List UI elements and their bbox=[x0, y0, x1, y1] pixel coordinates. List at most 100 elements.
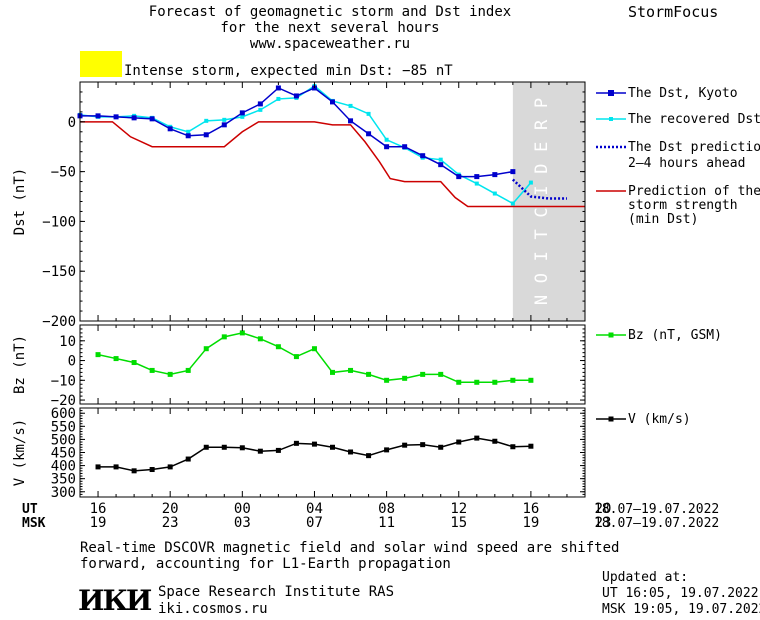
bz-point bbox=[384, 377, 390, 383]
v-y-tick-label: 550 bbox=[51, 419, 76, 435]
prediction-letter: C bbox=[532, 207, 552, 217]
v-point bbox=[456, 439, 462, 445]
msk-tick-label: 19 bbox=[522, 515, 539, 531]
bz-point bbox=[366, 371, 372, 377]
dst-kyoto-point bbox=[402, 144, 408, 150]
v-y-tick-label: 350 bbox=[51, 472, 76, 488]
bz-point bbox=[348, 367, 354, 373]
v-point bbox=[420, 442, 426, 448]
updated-msk: MSK 19:05, 19.07.2022 bbox=[602, 602, 760, 617]
bz-point bbox=[167, 371, 173, 377]
dst-kyoto-point bbox=[185, 133, 191, 139]
v-point bbox=[528, 443, 534, 449]
dst-kyoto-point bbox=[239, 110, 245, 116]
v-point bbox=[492, 438, 498, 444]
dst-recovered-point bbox=[240, 114, 245, 119]
ut-tick-label: 16 bbox=[522, 501, 539, 517]
legend-dst-kyoto-marker bbox=[608, 90, 614, 96]
bz-plot-frame bbox=[79, 324, 586, 405]
legend-label-dst-prediction-2: 2–4 hours ahead bbox=[628, 156, 746, 171]
bz-point bbox=[203, 346, 209, 352]
v-point bbox=[384, 447, 390, 453]
bz-point bbox=[492, 379, 498, 385]
v-point bbox=[402, 442, 408, 448]
bz-point bbox=[311, 346, 317, 352]
dst-kyoto-point bbox=[456, 174, 462, 180]
legend-v-marker bbox=[608, 416, 614, 422]
storm-level-label: Intense storm, expected min Dst: −85 nT bbox=[124, 63, 453, 79]
v-plot-frame bbox=[79, 407, 586, 498]
msk-tick-label: 07 bbox=[306, 515, 323, 531]
prediction-letter: O bbox=[532, 273, 552, 283]
dst-kyoto-point bbox=[438, 162, 444, 168]
bz-y-tick-label: 0 bbox=[68, 354, 76, 370]
legend-label-dst-prediction: The Dst prediction bbox=[628, 140, 760, 155]
dst-kyoto-point bbox=[384, 144, 390, 150]
iki-logo: ИКИ bbox=[78, 584, 152, 617]
msk-tick-label: 03 bbox=[234, 515, 251, 531]
prediction-letter: N bbox=[532, 295, 552, 305]
v-point bbox=[257, 448, 263, 454]
v-point bbox=[203, 444, 209, 450]
msk-axis-label: MSK bbox=[22, 516, 46, 531]
v-point bbox=[275, 447, 281, 453]
institute-site[interactable]: iki.cosmos.ru bbox=[158, 601, 268, 617]
chart-title-line2: for the next several hours bbox=[220, 20, 440, 36]
v-y-tick-label: 400 bbox=[51, 459, 76, 475]
v-point bbox=[239, 445, 245, 451]
bz-point bbox=[330, 369, 335, 375]
dst-recovered-point bbox=[366, 111, 371, 116]
v-y-tick-label: 450 bbox=[51, 446, 76, 462]
v-point bbox=[330, 444, 335, 450]
footer-note-line1: Real-time DSCOVR magnetic field and sola… bbox=[80, 540, 620, 556]
v-point bbox=[185, 456, 191, 462]
dst-y-tick-label: −200 bbox=[42, 314, 76, 330]
bz-point bbox=[474, 379, 480, 385]
prediction-letter: E bbox=[532, 142, 552, 152]
legend-label-bz: Bz (nT, GSM) bbox=[628, 328, 722, 343]
msk-tick-label: 19 bbox=[90, 515, 107, 531]
v-point bbox=[510, 444, 516, 450]
msk-date-range: 18.07–19.07.2022 bbox=[594, 516, 720, 531]
dst-prediction-line bbox=[512, 178, 567, 200]
dst-recovered-point bbox=[276, 96, 281, 101]
dst-y-tick-label: −150 bbox=[42, 264, 76, 280]
msk-tick-label: 23 bbox=[162, 515, 179, 531]
dst-kyoto-point bbox=[293, 93, 299, 99]
dst-recovered-point bbox=[384, 137, 389, 142]
v-point bbox=[131, 468, 137, 474]
legend-label-storm-strength-2: storm strength bbox=[628, 198, 738, 213]
dst-y-tick-label: 0 bbox=[68, 115, 76, 131]
bz-point bbox=[185, 367, 191, 373]
msk-tick-label: 23 bbox=[595, 515, 612, 531]
v-y-tick-label: 300 bbox=[51, 485, 76, 501]
prediction-letter: T bbox=[532, 229, 552, 239]
v-point bbox=[311, 441, 317, 447]
ut-tick-label: 16 bbox=[90, 501, 107, 517]
dst-recovered-point bbox=[222, 117, 227, 122]
dst-recovered-point bbox=[474, 181, 479, 186]
storm-level-indicator bbox=[80, 51, 122, 77]
bz-point bbox=[456, 379, 462, 385]
legend-dst-recovered-marker bbox=[609, 117, 613, 121]
bz-point bbox=[420, 371, 426, 377]
v-y-axis-label: V (km/s) bbox=[12, 419, 28, 486]
ut-tick-label: 20 bbox=[595, 501, 612, 517]
v-point bbox=[95, 464, 101, 470]
bz-point bbox=[275, 344, 281, 350]
bz-point bbox=[438, 371, 444, 377]
updated-label: Updated at: bbox=[602, 570, 689, 585]
v-point bbox=[293, 440, 299, 446]
legend-label-storm-strength: Prediction of the bbox=[628, 184, 760, 199]
v-y-tick-label: 600 bbox=[51, 406, 76, 422]
dst-kyoto-point bbox=[257, 101, 263, 107]
prediction-letter: R bbox=[532, 119, 552, 130]
v-point bbox=[474, 435, 480, 441]
dst-recovered-point bbox=[510, 201, 515, 206]
dst-kyoto-point bbox=[510, 169, 516, 175]
website-link[interactable]: www.spaceweather.ru bbox=[249, 36, 411, 52]
dst-kyoto-point bbox=[366, 131, 372, 137]
prediction-letter: D bbox=[532, 164, 552, 174]
chart-title-line1: Forecast of geomagnetic storm and Dst in… bbox=[148, 4, 512, 20]
bz-point bbox=[113, 356, 119, 362]
